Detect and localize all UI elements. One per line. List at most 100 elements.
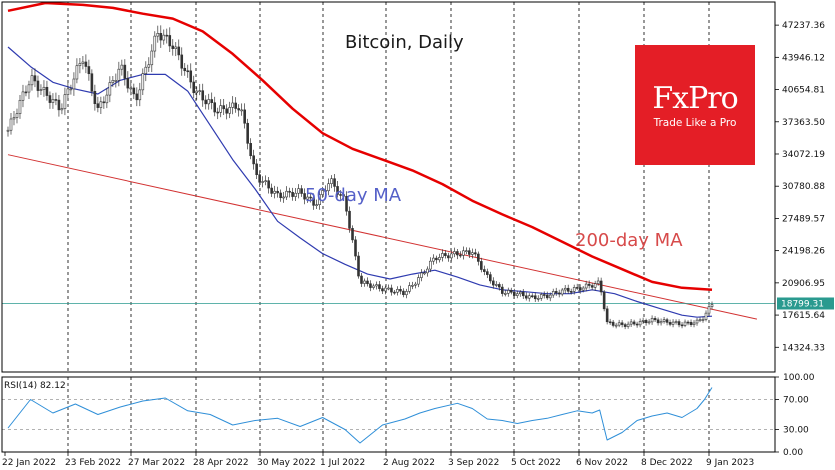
candle-body [90,73,94,92]
candle-body [372,285,375,288]
price-tick-label: 34072.19 [782,150,825,160]
candle-body [21,91,25,101]
candle-body [524,295,528,299]
candle-body [584,283,588,289]
candle-body [686,321,690,324]
candle-body [378,284,381,289]
candle-body [171,45,175,49]
candle-body [509,290,513,293]
candle-body [674,321,678,323]
candle-body [243,109,246,124]
ma50-line [7,46,713,318]
candle-body [234,102,237,109]
candle-body [81,61,85,64]
candle-body [554,291,558,294]
candle-body [303,193,306,200]
candle-body [348,210,351,229]
candle-body [474,252,477,255]
price-tick-label: 14324.33 [782,343,825,353]
candle-body [539,294,543,299]
candle-body [135,93,139,101]
date-tick-label: 22 Jan 2022 [2,458,56,468]
candle-body [357,255,360,277]
candle-body [468,250,471,255]
candle-body [680,324,684,327]
price-tick-label: 37363.50 [782,118,825,128]
candle-body [581,287,585,291]
candle-body [629,321,633,325]
candle-body [515,293,519,296]
candle-body [291,191,294,197]
candle-body [587,283,591,286]
candle-body [324,190,327,192]
candle-body [662,319,666,322]
candle-body [512,291,516,296]
candle-body [93,91,97,105]
trendline [7,154,758,320]
candle-body [105,94,109,104]
candle-body [6,129,10,132]
candle-body [551,291,555,296]
candle-body [159,33,163,41]
candle-body [354,239,357,257]
current-price-tag [777,297,834,310]
candle-body [186,70,190,73]
current-price-label: 18799.31 [781,299,824,309]
candle-body [506,290,510,294]
candle-body [465,250,468,252]
candle-body [114,80,118,82]
candle-body [270,187,273,194]
candle-body [566,287,570,292]
price-tick-label: 17615.64 [782,311,825,321]
candle-body [405,291,408,296]
candle-body [282,196,285,199]
candle-body [635,323,639,326]
candle-body [683,321,687,326]
candle-body [599,280,603,293]
date-tick-label: 6 Nov 2022 [576,458,628,468]
candle-body [423,272,426,275]
candle-body [183,67,187,72]
candle-body [177,46,181,56]
candle-body [153,35,157,52]
candle-body [162,34,166,41]
ma50-label: 50-day MA [305,185,402,206]
rsi-tick-label: 70.00 [783,396,809,406]
candle-body [417,277,420,285]
date-tick-label: 8 Dec 2022 [641,458,693,468]
candle-body [495,284,498,286]
candle-body [201,90,205,101]
candle-body [339,194,342,196]
candle-body [192,81,196,94]
candle-body [336,186,339,195]
candle-body [57,99,61,111]
candle-body [129,87,133,90]
candle-body [69,88,73,91]
candle-body [9,118,13,131]
candle-body [369,283,372,288]
rsi-pane-border [1,376,776,453]
date-tick-label: 23 Feb 2022 [65,458,121,468]
candle-body [593,283,597,288]
candle-body [614,324,618,327]
candle-body [596,280,600,284]
candle-body [578,287,582,291]
candle-body [141,73,145,91]
candle-body [617,322,621,326]
candle-body [665,319,669,323]
candle-body [375,284,378,287]
candle-body [174,46,178,49]
date-tick-label: 3 Sep 2022 [448,458,499,468]
candle-body [611,321,615,326]
ma200-label: 200-day MA [575,230,683,251]
rsi-tick-label: 100.00 [783,373,815,383]
candle-body [638,321,642,326]
candle-body [498,284,501,288]
candle-body [126,78,130,89]
candle-body [363,280,366,284]
candle-body [36,80,40,91]
candle-body [213,102,217,113]
candle-body [360,275,363,284]
candle-body [459,254,462,257]
rsi-line [7,387,713,444]
